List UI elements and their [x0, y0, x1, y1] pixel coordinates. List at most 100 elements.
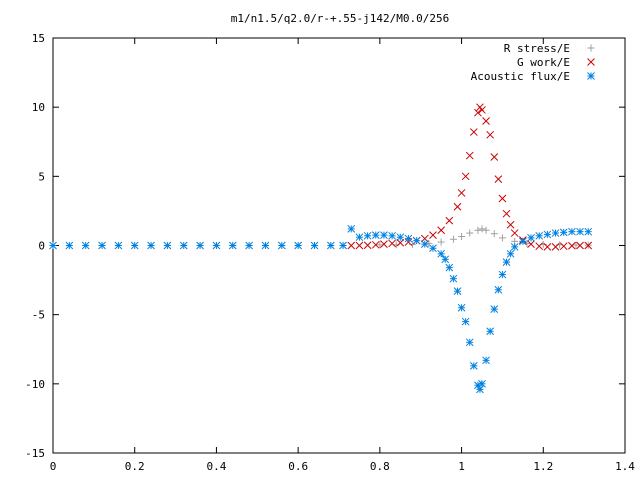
data-point: [429, 244, 437, 253]
data-point: [466, 229, 474, 237]
data-point: [584, 227, 593, 236]
data-point: [388, 239, 396, 248]
data-point: [551, 243, 560, 251]
data-point: [478, 379, 486, 388]
data-point: [461, 172, 470, 181]
data-point: [457, 303, 466, 312]
data-point: [498, 270, 507, 279]
data-point: [339, 241, 347, 250]
data-point: [572, 241, 580, 249]
data-point: [363, 231, 372, 240]
data-point: [469, 361, 478, 370]
data-point: [551, 229, 560, 237]
x-tick-label: 1.4: [615, 460, 635, 473]
legend-label-r-stress: R stress/E: [504, 42, 570, 55]
data-point: [376, 241, 384, 249]
data-point: [355, 241, 364, 250]
y-tick-label: -5: [32, 309, 45, 322]
data-point: [420, 234, 429, 243]
data-point: [412, 236, 421, 245]
data-point: [294, 241, 302, 250]
data-point: [559, 242, 568, 251]
data-point: [396, 238, 405, 247]
data-point: [457, 189, 466, 197]
y-tick-label: -15: [25, 447, 45, 460]
data-point: [527, 240, 535, 248]
data-point: [437, 226, 445, 235]
data-point: [519, 237, 527, 246]
data-point: [482, 226, 490, 234]
data-point: [147, 241, 155, 250]
data-point: [449, 235, 457, 243]
data-point: [465, 338, 474, 347]
data-point: [453, 202, 462, 211]
data-point: [363, 241, 372, 250]
data-point: [490, 230, 498, 238]
data-point: [347, 241, 356, 250]
data-point: [543, 243, 552, 251]
y-tick-label: -10: [25, 378, 45, 391]
data-point: [228, 241, 237, 250]
data-point: [196, 241, 204, 250]
legend-marker: [587, 58, 595, 66]
data-point: [478, 106, 486, 114]
data-point: [326, 241, 335, 250]
data-point: [437, 249, 445, 258]
x-tick-label: 0.6: [288, 460, 308, 473]
data-point: [543, 230, 552, 239]
data-point: [506, 249, 515, 258]
data-point: [498, 194, 507, 203]
legend-label-g-work: G work/E: [517, 56, 570, 69]
data-point: [441, 255, 450, 264]
series-1: [347, 103, 593, 251]
legend: R stress/E G work/E Acoustic flux/E: [471, 42, 595, 83]
data-point: [490, 153, 499, 161]
data-point: [49, 241, 57, 250]
series-0: [376, 225, 592, 249]
data-point: [482, 356, 490, 365]
data-point: [371, 231, 380, 239]
x-tick-label: 0.8: [370, 460, 390, 473]
data-point: [559, 228, 568, 237]
data-point: [465, 151, 474, 160]
data-point: [98, 241, 106, 250]
legend-label-acoustic-flux: Acoustic flux/E: [471, 70, 570, 83]
data-point: [355, 233, 364, 242]
data-point: [482, 117, 490, 125]
data-point: [474, 226, 482, 234]
data-point: [527, 234, 535, 242]
data-point: [429, 231, 437, 239]
data-point: [490, 305, 499, 313]
data-point: [576, 241, 584, 250]
data-point: [388, 231, 396, 240]
data-point: [449, 274, 458, 283]
data-point: [486, 130, 495, 139]
data-point: [584, 241, 593, 250]
data-point: [535, 242, 544, 251]
y-tick-label: 0: [38, 240, 45, 253]
x-tick-label: 0: [50, 460, 57, 473]
data-point: [310, 241, 319, 250]
data-point: [380, 231, 388, 239]
data-point: [510, 229, 519, 237]
legend-marker: [587, 44, 595, 52]
data-point: [130, 241, 139, 250]
data-point: [478, 225, 486, 233]
data-point: [420, 240, 429, 248]
data-point: [425, 239, 433, 247]
data-point: [568, 227, 576, 236]
data-point: [371, 240, 380, 249]
series-2: [49, 225, 593, 394]
data-point: [576, 227, 584, 236]
data-point: [498, 234, 506, 242]
data-point: [179, 241, 188, 250]
x-tick-label: 0.4: [206, 460, 226, 473]
data-point: [212, 241, 221, 250]
axis-ticks: 0 0.2 0.4 0.6 0.8 1 1.2 1.4 -15 -10 -5 0 5 10 15: [25, 32, 635, 473]
data-point: [474, 108, 482, 117]
data-point: [437, 238, 445, 246]
data-point: [347, 225, 356, 233]
data-point: [502, 209, 511, 218]
data-point: [494, 285, 503, 294]
